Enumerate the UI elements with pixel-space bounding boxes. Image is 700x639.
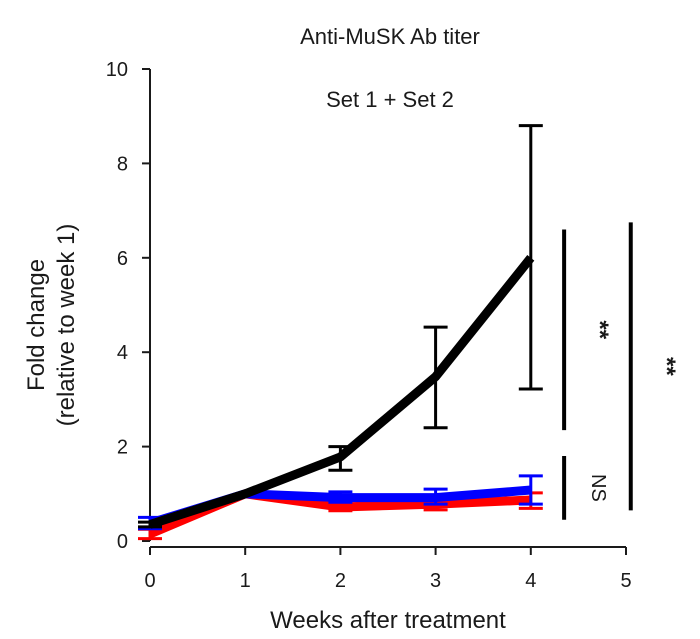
y-tick-label: 6 — [117, 248, 128, 270]
y-axis-label-line1: Fold change — [23, 259, 50, 391]
significance-label: ** — [586, 320, 613, 339]
x-tick-label: 1 — [240, 570, 251, 592]
significance-label: NS — [587, 474, 609, 502]
series-group — [138, 124, 543, 541]
x-tick-label: 0 — [144, 570, 155, 592]
significance-annotations: ** NS ** — [562, 222, 680, 520]
y-axis-label: Fold change (relative to week 1) — [23, 224, 80, 427]
x-axis-label: Weeks after treatment — [270, 607, 506, 634]
y-tick-label: 0 — [117, 531, 128, 553]
x-tick-label: 2 — [335, 570, 346, 592]
y-tick-label: 2 — [117, 437, 128, 459]
series-2 — [138, 124, 543, 529]
series-line — [148, 254, 535, 529]
significance-label: ** — [653, 357, 680, 376]
chart-title: Anti-MuSK Ab titer — [300, 24, 480, 49]
x-tick-label: 5 — [620, 570, 631, 592]
axes: 0 2 4 6 8 10 0 1 2 3 4 5 — [106, 59, 632, 592]
chart-subtitle: Set 1 + Set 2 — [326, 87, 454, 112]
y-tick-label: 10 — [106, 59, 128, 81]
y-tick-label: 4 — [117, 342, 128, 364]
y-tick-label: 8 — [117, 153, 128, 175]
x-tick-label: 3 — [430, 570, 441, 592]
x-tick-label: 4 — [525, 570, 536, 592]
y-axis-label-line2: (relative to week 1) — [53, 224, 80, 427]
